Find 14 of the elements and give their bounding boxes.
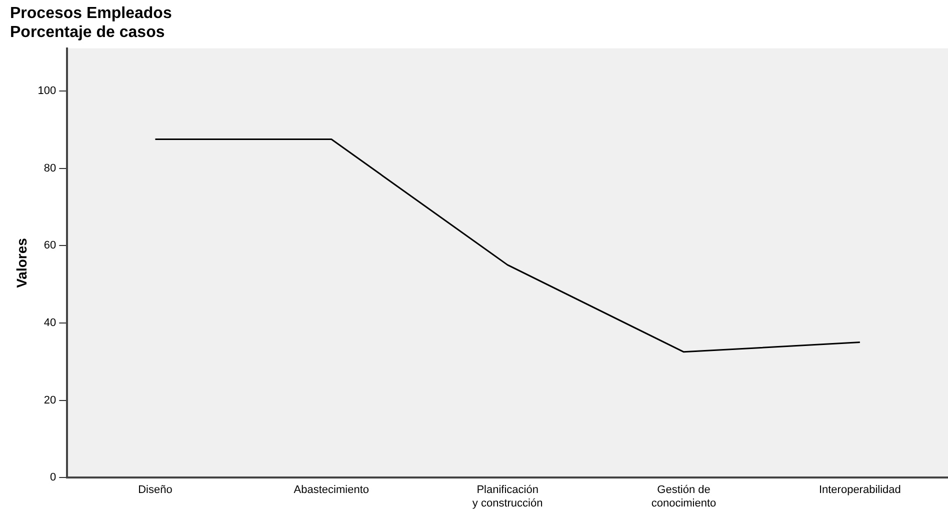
y-tick-label: 60: [44, 240, 56, 252]
x-tick-label: Planificación y construcción: [472, 484, 543, 510]
chart-title: Procesos Empleados: [10, 5, 172, 22]
y-tick-label: 20: [44, 394, 56, 406]
x-tick-label: Abastecimiento: [294, 484, 370, 496]
y-tick-label: 100: [38, 84, 56, 97]
y-axis-title: Valores: [13, 238, 30, 288]
chart-subtitle: Porcentaje de casos: [10, 24, 165, 42]
x-tick-label: Interoperabilidad: [818, 484, 901, 496]
x-tick-label: Diseño: [138, 484, 172, 496]
x-tick-label: Gestión de conocimiento: [651, 484, 716, 510]
y-tick-label: 40: [44, 316, 56, 329]
y-tick-label: 80: [44, 162, 56, 174]
y-tick-label: 0: [50, 472, 56, 484]
